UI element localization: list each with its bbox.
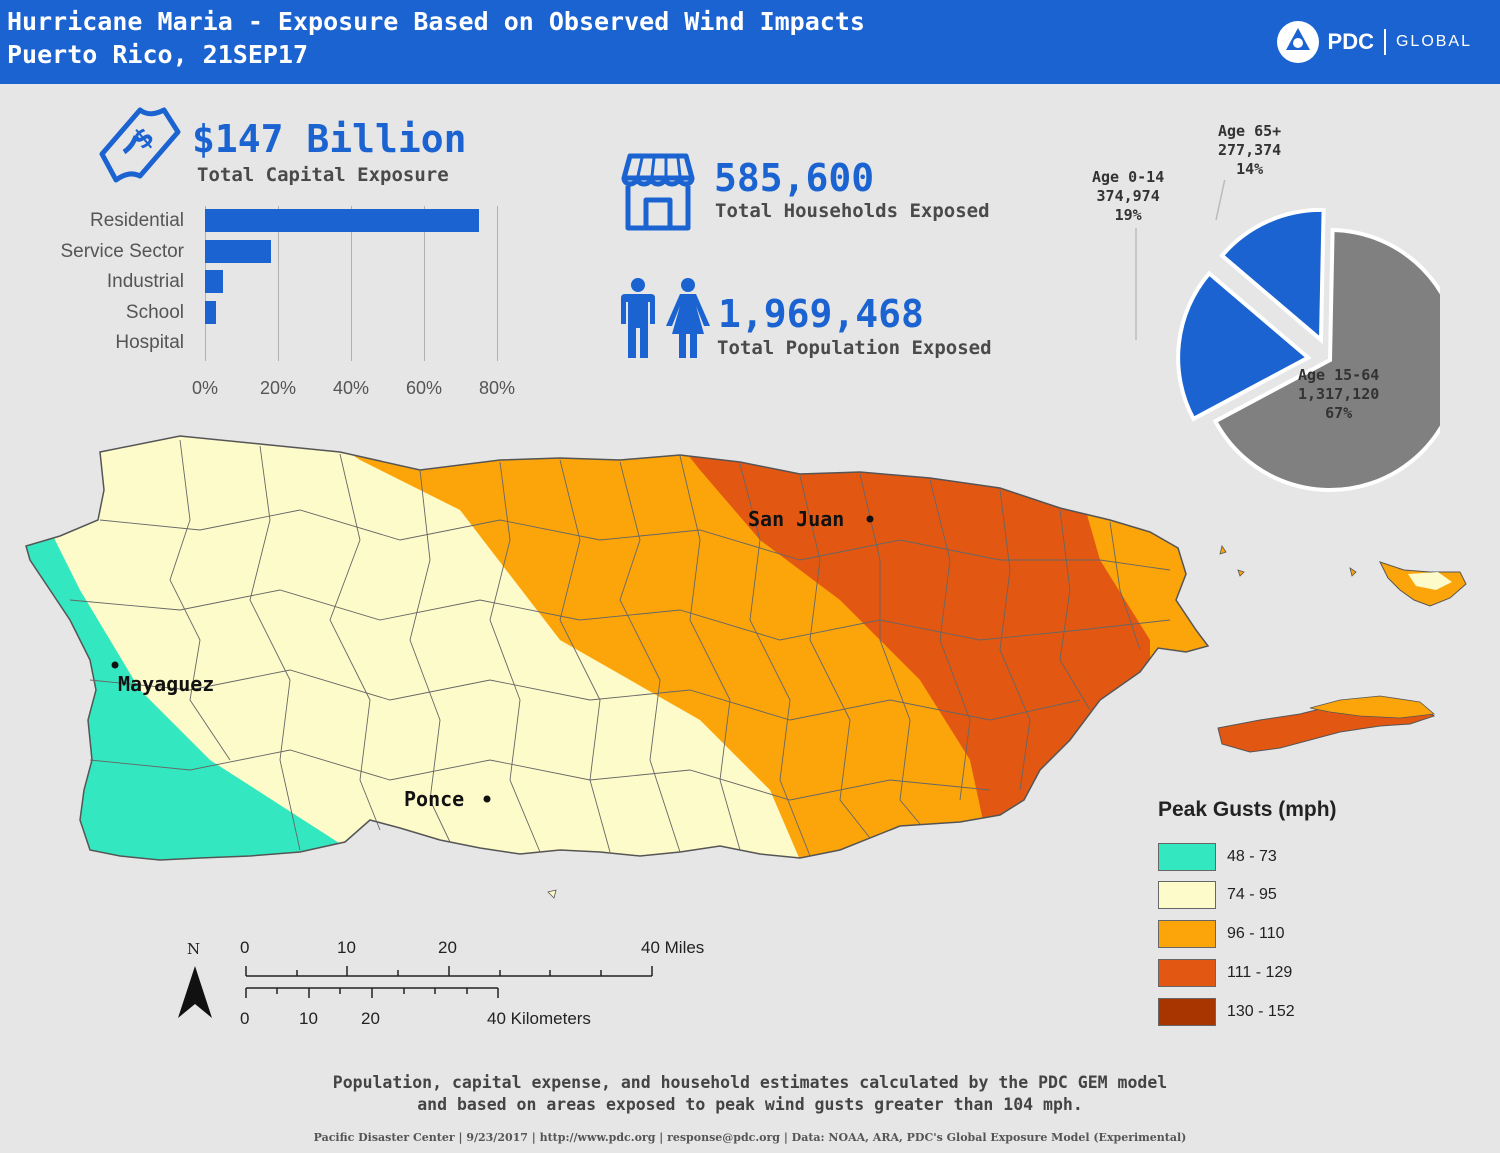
- pie-slice-percent: 19%: [1114, 206, 1142, 224]
- footer-note-line-2: and based on areas exposed to peak wind …: [417, 1095, 1083, 1114]
- people-icon: [621, 278, 710, 358]
- households-exposed-label: Total Households Exposed: [715, 200, 990, 222]
- pie-label-age-0-14: Age 0-14 374,974 19%: [1092, 168, 1164, 225]
- pdc-logo-icon: [1276, 21, 1319, 63]
- bar-gridline: [424, 206, 425, 361]
- bar-gridline: [497, 206, 498, 361]
- population-exposed-value: 1,969,468: [718, 292, 924, 336]
- legend-swatch: [1158, 998, 1216, 1026]
- city-label-mayaguez: Mayaguez: [118, 672, 215, 696]
- bar-x-tick: 0%: [191, 378, 219, 398]
- ponce-dot: [483, 795, 491, 803]
- legend-title: Peak Gusts (mph): [1158, 798, 1337, 821]
- scale-miles-tick: 20: [438, 938, 457, 957]
- logo-divider: [1383, 29, 1386, 55]
- bar-x-tick: 20%: [259, 378, 297, 398]
- storefront-icon: [621, 153, 695, 231]
- san-juan-dot: [866, 515, 874, 523]
- scale-miles-tick: 40 Miles: [641, 938, 705, 957]
- pie-slice-percent: 14%: [1236, 160, 1264, 178]
- legend-label: 48 - 73: [1227, 848, 1277, 865]
- bar-category-label: Residential: [90, 210, 184, 231]
- zone-111-129: [660, 436, 1150, 860]
- footer-credits: Pacific Disaster Center | 9/23/2017 | ht…: [313, 1131, 1187, 1144]
- bar-industrial: [205, 270, 224, 293]
- pie-slice-label: Age 65+: [1218, 122, 1282, 140]
- pdc-logo: PDC GLOBAL: [1276, 20, 1472, 64]
- age-pie-chart: [1135, 180, 1440, 492]
- pie-label-age-65-plus: Age 65+ 277,374 14%: [1218, 122, 1281, 179]
- population-exposed-label: Total Population Exposed: [717, 337, 992, 359]
- pie-label-age-15-64: Age 15-64 1,317,120 67%: [1298, 366, 1379, 423]
- scale-km-tick: 10: [299, 1009, 318, 1028]
- scale-miles-tick: 10: [337, 938, 356, 957]
- bar-x-tick: 60%: [405, 378, 443, 398]
- legend-label: 130 - 152: [1227, 1003, 1295, 1020]
- pie-slice-age-15-64: [1212, 227, 1440, 492]
- bar-school: [205, 301, 216, 324]
- title-line-2: Puerto Rico, 21SEP17: [7, 40, 309, 69]
- north-arrow-icon: [178, 966, 212, 1018]
- bar-service-sector: [205, 240, 271, 263]
- scale-km-tick: 0: [240, 1009, 250, 1028]
- pie-slice-label: Age 0-14: [1092, 168, 1165, 186]
- vieques-east: [1309, 695, 1435, 719]
- header-bar: Hurricane Maria - Exposure Based on Obse…: [0, 0, 1500, 84]
- scale-km-tick: 20: [361, 1009, 380, 1028]
- bar-category-label: Service Sector: [60, 241, 184, 262]
- scale-miles-tick: 0: [240, 938, 250, 957]
- money-icon: $: [99, 107, 181, 183]
- north-label: N: [187, 940, 201, 958]
- bar-x-tick: 80%: [478, 378, 516, 398]
- footer-note-line-1: Population, capital expense, and househo…: [332, 1073, 1168, 1092]
- pie-slice-percent: 67%: [1325, 404, 1353, 422]
- title-line-1: Hurricane Maria - Exposure Based on Obse…: [7, 7, 865, 36]
- capital-exposure-label: Total Capital Exposure: [197, 164, 449, 186]
- legend-swatch: [1158, 881, 1216, 909]
- bar-category-label: Hospital: [115, 332, 184, 353]
- legend-label: 96 - 110: [1227, 925, 1285, 942]
- zone-48-73: [26, 520, 350, 860]
- pie-slice-age-65-: [1219, 207, 1326, 345]
- svg-text:$: $: [127, 121, 160, 156]
- mayaguez-dot: [111, 661, 119, 669]
- logo-global: GLOBAL: [1395, 33, 1472, 50]
- bar-category-label: School: [125, 302, 184, 323]
- city-label-san-juan: San Juan: [748, 507, 845, 531]
- small-cays: [1219, 545, 1357, 577]
- bar-gridline: [351, 206, 352, 361]
- bar-gridline: [278, 206, 279, 361]
- pie-slice-age-0-14: [1176, 270, 1312, 422]
- bar-category-label: Industrial: [106, 271, 184, 292]
- culebra-inner: [1408, 572, 1452, 590]
- capital-exposure-value: $147 Billion: [192, 117, 467, 161]
- legend-label: 111 - 129: [1227, 964, 1293, 981]
- puerto-rico-wind-map: [25, 435, 1467, 899]
- pie-slice-value: 1,317,120: [1298, 385, 1380, 403]
- pie-slice-label: Age 15-64: [1298, 366, 1380, 384]
- legend-swatch: [1158, 920, 1216, 948]
- legend-label: 74 - 95: [1227, 886, 1277, 903]
- caja-de-muertos: [547, 889, 557, 899]
- legend-swatch: [1158, 959, 1216, 987]
- pie-slice-value: 277,374: [1218, 141, 1282, 159]
- legend-swatch: [1158, 843, 1216, 871]
- city-label-ponce: Ponce: [404, 787, 465, 811]
- logo-name: PDC: [1327, 29, 1374, 54]
- municipality-boundaries: [69, 439, 1171, 857]
- bar-residential: [205, 209, 479, 232]
- scale-bar: [245, 966, 653, 998]
- households-exposed-value: 585,600: [714, 156, 875, 200]
- scale-km-tick: 40 Kilometers: [487, 1009, 591, 1028]
- bar-x-tick: 40%: [332, 378, 370, 398]
- pie-slice-value: 374,974: [1096, 187, 1160, 205]
